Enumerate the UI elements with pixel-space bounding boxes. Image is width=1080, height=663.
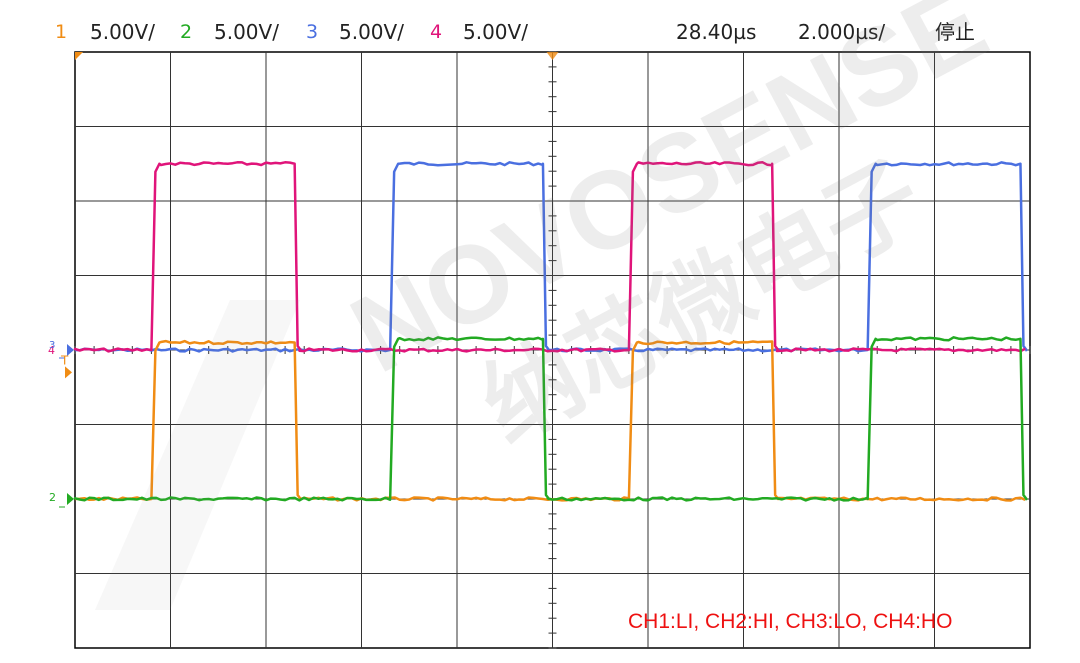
trigger-position-marker bbox=[75, 52, 83, 60]
ch2-scale: 5.00V/ bbox=[214, 20, 279, 44]
waveform-ch4 bbox=[73, 161, 1026, 353]
scope-header: 1 5.00V/ 2 5.00V/ 3 5.00V/ 4 5.00V/ 28.4… bbox=[0, 0, 1080, 46]
ch3-label: 3 bbox=[306, 21, 319, 43]
trigger-level-arrow-icon bbox=[65, 366, 72, 379]
ch2-label: 2 bbox=[180, 21, 193, 43]
ch3-ground-label: 3 bbox=[49, 340, 55, 351]
ch1-label: 1 bbox=[55, 21, 68, 43]
ch4-ground-label: 4 bbox=[48, 344, 55, 357]
ch3-ground-arrow-icon bbox=[67, 344, 74, 356]
channel-legend-note: CH1:LI, CH2:HI, CH3:LO, CH4:HO bbox=[628, 610, 953, 633]
ch4-scale: 5.00V/ bbox=[463, 20, 528, 44]
ch3-scale: 5.00V/ bbox=[339, 20, 404, 44]
ch2-ground-label: 2 bbox=[49, 491, 56, 504]
trigger-level-label: T bbox=[60, 353, 69, 367]
run-state: 停止 bbox=[935, 20, 975, 44]
ch4-label: 4 bbox=[430, 21, 443, 43]
time-scale: 2.000µs/ bbox=[798, 20, 886, 44]
time-reference-marker bbox=[546, 52, 559, 60]
time-position: 28.40µs bbox=[676, 20, 757, 44]
waveform-ch3 bbox=[74, 161, 1028, 353]
waveform-ch2 bbox=[73, 336, 1028, 502]
ch1-scale: 5.00V/ bbox=[90, 20, 155, 44]
ch2-ground-arrow-icon bbox=[67, 493, 74, 505]
